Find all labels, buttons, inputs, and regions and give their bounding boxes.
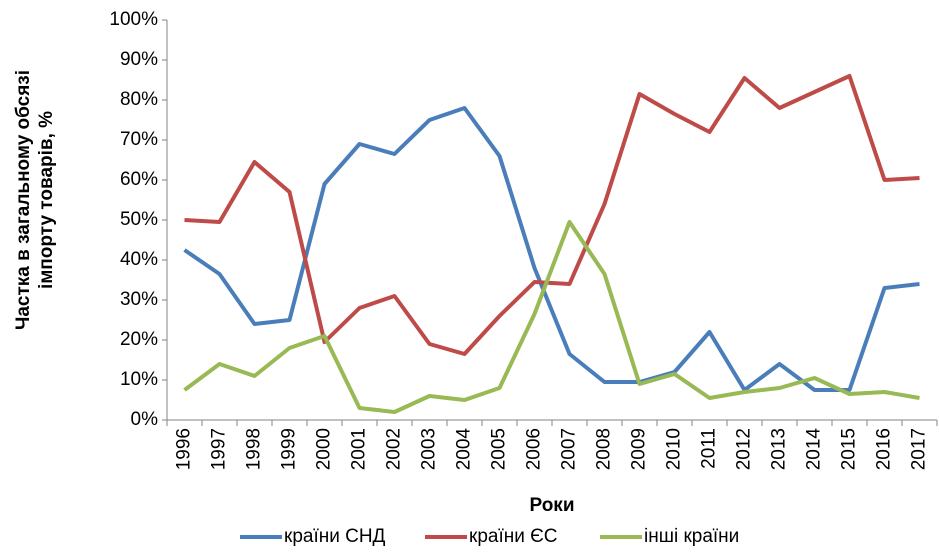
x-tick-label: 2002 bbox=[384, 428, 405, 470]
x-tick-label: 1997 bbox=[209, 428, 230, 470]
y-tick-label: 0% bbox=[131, 409, 159, 430]
y-tick-label: 20% bbox=[120, 329, 158, 350]
y-tick-label: 60% bbox=[120, 169, 158, 190]
x-tick-label: 2000 bbox=[314, 428, 335, 470]
x-tick-label: 2012 bbox=[734, 428, 755, 470]
legend-label: країни ЄС bbox=[469, 526, 558, 547]
y-axis-title: Частка в загальному обсязі bbox=[13, 70, 34, 330]
x-tick-label: 2013 bbox=[769, 428, 790, 470]
x-tick-label: 2017 bbox=[909, 428, 930, 470]
x-tick-label: 2001 bbox=[349, 428, 370, 470]
series-line bbox=[183, 106, 920, 392]
y-tick-label: 80% bbox=[120, 89, 158, 110]
series-line bbox=[183, 220, 920, 414]
x-tick-label: 2004 bbox=[454, 428, 475, 471]
x-tick-label: 2010 bbox=[664, 428, 685, 470]
x-tick-label: 2005 bbox=[489, 428, 510, 470]
y-tick-label: 70% bbox=[120, 129, 158, 150]
y-tick-label: 30% bbox=[120, 289, 158, 310]
y-axis-title: імпорту товарів, % bbox=[36, 111, 57, 289]
y-tick-label: 10% bbox=[120, 369, 158, 390]
x-tick-label: 1999 bbox=[279, 428, 300, 470]
legend-label: країни СНД bbox=[284, 526, 386, 547]
legend-label: інші країни bbox=[644, 526, 739, 547]
x-axis-title: Роки bbox=[530, 495, 575, 516]
y-tick-label: 90% bbox=[120, 49, 158, 70]
series-line bbox=[184, 74, 920, 356]
x-tick-label: 2009 bbox=[629, 428, 650, 470]
x-tick-label: 1998 bbox=[244, 428, 265, 470]
x-tick-label: 2014 bbox=[804, 428, 825, 471]
y-tick-label: 100% bbox=[109, 9, 158, 30]
x-tick-label: 2003 bbox=[419, 428, 440, 470]
y-tick-label: 50% bbox=[120, 209, 158, 230]
x-tick-label: 1996 bbox=[174, 428, 195, 470]
x-tick-label: 2011 bbox=[699, 428, 720, 469]
x-tick-label: 2016 bbox=[874, 428, 895, 470]
x-tick-label: 2007 bbox=[559, 428, 580, 470]
x-tick-label: 2006 bbox=[524, 428, 545, 470]
x-tick-label: 2015 bbox=[839, 428, 860, 470]
x-tick-label: 2008 bbox=[594, 428, 615, 470]
y-tick-label: 40% bbox=[120, 249, 158, 270]
